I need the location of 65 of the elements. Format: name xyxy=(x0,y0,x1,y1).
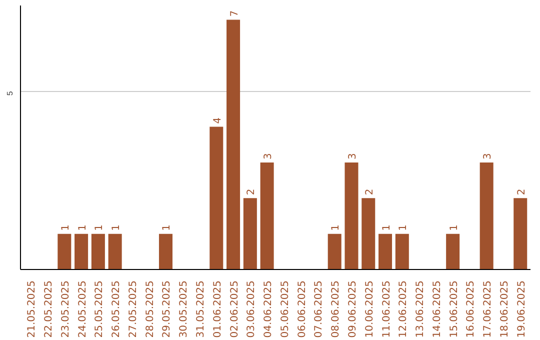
x-tick-label: 18.06.2025 xyxy=(499,280,510,338)
bar xyxy=(108,234,122,270)
data-label: 1 xyxy=(94,224,106,231)
x-tick-label: 09.06.2025 xyxy=(347,280,358,338)
x-tick-label: 19.06.2025 xyxy=(516,280,528,338)
data-label: 3 xyxy=(263,153,274,160)
data-label: 2 xyxy=(364,188,376,196)
x-tick-label: 27.05.2025 xyxy=(128,280,139,338)
bar xyxy=(243,198,257,270)
x-tick-label: 02.06.2025 xyxy=(229,280,240,338)
x-tick-label: 25.05.2025 xyxy=(94,280,106,338)
data-label: 1 xyxy=(111,224,122,231)
bar xyxy=(58,234,72,270)
x-tick-label: 28.05.2025 xyxy=(144,280,156,338)
bar xyxy=(328,234,342,270)
bar xyxy=(158,234,172,270)
x-tick-label: 24.05.2025 xyxy=(77,280,88,338)
x-tick-label: 10.06.2025 xyxy=(364,280,376,338)
x-tick-label: 21.05.2025 xyxy=(26,280,38,338)
x-tick-label: 06.06.2025 xyxy=(296,280,308,338)
bar xyxy=(260,162,274,270)
bar xyxy=(210,126,224,270)
x-tick-label: 17.06.2025 xyxy=(482,280,494,338)
x-tick-label: 07.06.2025 xyxy=(314,280,325,338)
bar xyxy=(362,198,376,270)
x-tick-label: 13.06.2025 xyxy=(415,280,426,338)
data-label: 3 xyxy=(347,153,358,160)
y-tick-label: 5 xyxy=(6,90,14,96)
data-label: 3 xyxy=(482,153,494,160)
bar xyxy=(395,234,409,270)
x-tick-label: 31.05.2025 xyxy=(196,280,207,338)
x-tick-label: 11.06.2025 xyxy=(381,280,392,338)
bar xyxy=(378,234,392,270)
bar xyxy=(344,162,358,270)
data-label: 1 xyxy=(330,224,342,231)
x-tick-label: 29.05.2025 xyxy=(162,280,173,338)
data-label: 7 xyxy=(229,10,240,17)
x-tick-label: 15.06.2025 xyxy=(448,280,460,338)
data-label: 1 xyxy=(77,224,88,231)
data-label: 2 xyxy=(246,188,258,196)
x-tick-label: 30.05.2025 xyxy=(178,280,190,338)
bar xyxy=(74,234,88,270)
x-tick-label: 04.06.2025 xyxy=(263,280,274,338)
x-tick-label: 01.06.2025 xyxy=(212,280,224,338)
data-label: 1 xyxy=(448,224,460,231)
data-label: 1 xyxy=(381,224,392,231)
data-label: 1 xyxy=(162,224,173,231)
bar xyxy=(226,20,240,270)
data-label: 4 xyxy=(212,117,224,124)
x-tick-label: 16.06.2025 xyxy=(466,280,477,338)
data-label: 2 xyxy=(516,188,528,196)
bar xyxy=(514,198,528,270)
data-label: 1 xyxy=(398,224,410,231)
x-tick-label: 05.06.2025 xyxy=(280,280,291,338)
data-label: 1 xyxy=(60,224,72,231)
bar xyxy=(91,234,105,270)
x-tick-label: 23.05.2025 xyxy=(60,280,72,338)
bar xyxy=(480,162,494,270)
x-tick-label: 03.06.2025 xyxy=(246,280,258,338)
bar xyxy=(446,234,460,270)
x-tick-label: 26.05.2025 xyxy=(111,280,122,338)
x-tick-label: 12.06.2025 xyxy=(398,280,410,338)
x-tick-label: 08.06.2025 xyxy=(330,280,342,338)
x-tick-label: 22.05.2025 xyxy=(44,280,55,338)
x-tick-label: 14.06.2025 xyxy=(432,280,443,338)
